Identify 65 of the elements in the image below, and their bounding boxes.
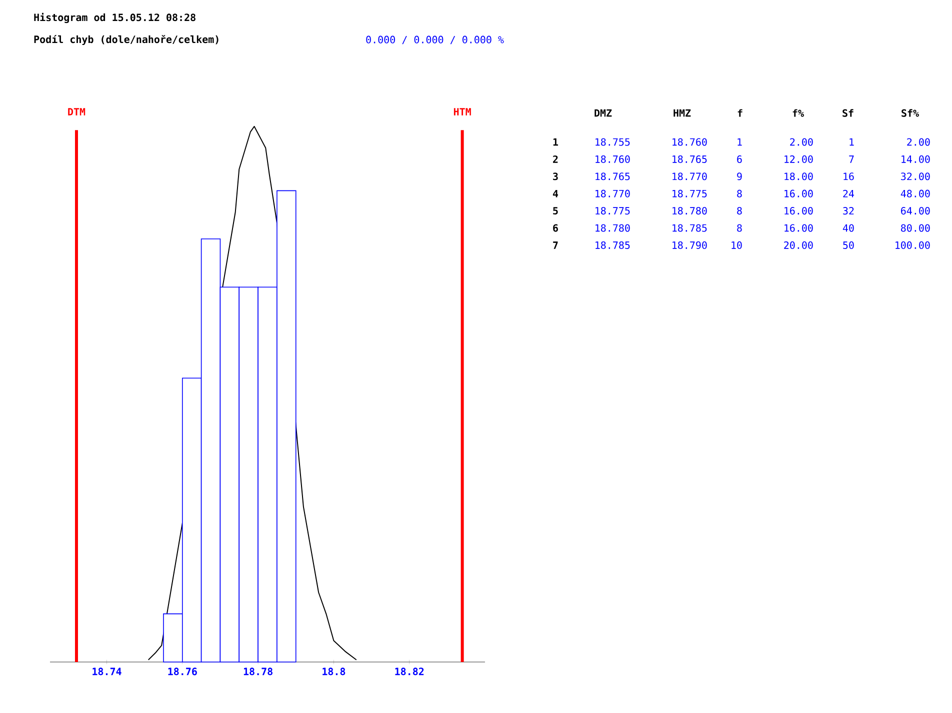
text: 16 <box>844 172 854 180</box>
x-tick-label: 18.74 <box>92 668 122 676</box>
text: 18.785 <box>672 224 707 232</box>
text: 3 <box>553 172 558 180</box>
text: 100.00 <box>896 241 930 249</box>
text: 5 <box>553 207 558 215</box>
text: 2 <box>553 155 558 163</box>
text: 8 <box>737 207 742 215</box>
text: 64.00 <box>901 207 930 215</box>
text: 80.00 <box>901 224 930 232</box>
text: 9 <box>737 172 742 180</box>
chart-subtitle: Podíl chyb (dole/nahoře/celkem) <box>34 34 218 46</box>
text: 48.00 <box>900 190 930 198</box>
text: 1 <box>738 138 742 146</box>
text: 18.770 <box>596 190 630 198</box>
text: HMZ <box>674 109 691 117</box>
text: Sf% <box>902 109 919 117</box>
text: 18.780 <box>672 207 707 215</box>
text: DMZ <box>594 109 612 117</box>
text: 0.000 / 0.000 / 0.000 % <box>366 36 504 44</box>
text: 50 <box>843 241 854 249</box>
text: 18.770 <box>672 172 707 180</box>
text: 18.785 <box>596 241 630 249</box>
text: 18.765 <box>596 172 630 180</box>
text: 18.790 <box>672 241 707 249</box>
text: 32.00 <box>901 172 930 180</box>
text: 10 <box>732 241 742 249</box>
text: 1 <box>850 138 854 146</box>
text: 16.00 <box>784 207 813 215</box>
text: 40 <box>842 224 854 232</box>
text: 1 <box>553 138 558 146</box>
text: 8 <box>737 190 742 198</box>
text: 6 <box>553 224 558 232</box>
x-tick-label: 18.76 <box>168 668 197 676</box>
text: 32 <box>843 207 854 215</box>
text: 18.00 <box>784 172 813 180</box>
text: 18.755 <box>596 138 630 146</box>
text: 4 <box>552 190 558 198</box>
text: 16.00 <box>784 190 813 198</box>
text: 7 <box>849 156 854 163</box>
text: 6 <box>737 155 742 163</box>
text: 2.00 <box>907 138 930 146</box>
text: 2.00 <box>790 138 813 146</box>
ref-line-label: HTM <box>454 108 471 116</box>
text: f <box>738 109 742 117</box>
text: 14.00 <box>902 155 930 163</box>
x-tick-label: 18.82 <box>395 668 424 676</box>
text: 18.760 <box>672 138 707 146</box>
text: 7 <box>553 242 558 249</box>
chart-title: Histogram od 15.05.12 08:28 <box>34 12 196 24</box>
text: 24 <box>843 190 854 198</box>
x-tick-label: 18.78 <box>244 668 272 676</box>
text: Sf <box>842 109 854 117</box>
text: 12.00 <box>784 155 813 163</box>
ref-line-label: DTM <box>68 108 86 116</box>
x-tick-label: 18.8 <box>322 668 346 676</box>
text: 20.00 <box>784 241 813 249</box>
text: 16.00 <box>784 224 813 232</box>
text: 18.780 <box>596 224 630 232</box>
text: 18.775 <box>672 190 707 198</box>
text: 8 <box>737 224 742 232</box>
text: 18.775 <box>596 207 630 215</box>
text: f% <box>792 109 804 117</box>
text: 18.765 <box>672 155 707 163</box>
text: 18.760 <box>596 155 630 163</box>
